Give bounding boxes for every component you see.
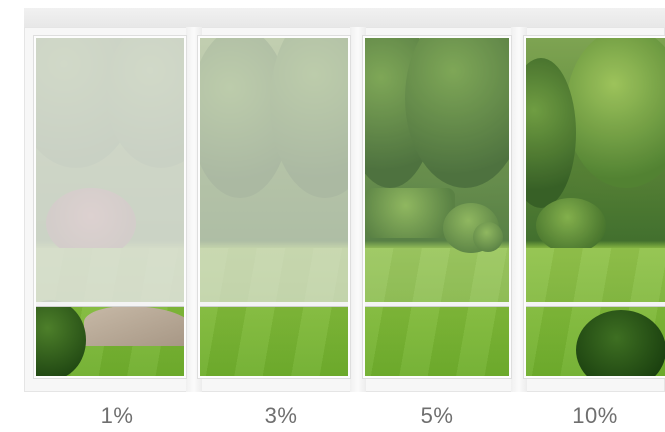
openness-label-4: 10% — [572, 403, 618, 428]
blind-bottom-rail — [365, 302, 509, 306]
tree — [566, 38, 665, 188]
hedge — [365, 188, 455, 238]
roller-blind-screen — [36, 38, 184, 304]
window-pane-3 — [365, 38, 509, 376]
openness-label-1: 1% — [100, 403, 134, 428]
lawn — [365, 248, 509, 376]
roller-blind-screen — [200, 38, 348, 304]
roller-blind-screen — [365, 38, 509, 304]
window-mullion — [350, 27, 366, 392]
openness-label-3: 5% — [420, 403, 454, 428]
window-mullion — [186, 27, 202, 392]
garden-path — [84, 306, 184, 346]
blind-bottom-rail — [526, 302, 665, 306]
blind-bottom-rail — [36, 302, 184, 306]
shrub — [576, 310, 665, 376]
window-pane-1 — [36, 38, 184, 376]
topiary-bush — [473, 222, 503, 252]
blind-bottom-rail — [200, 302, 348, 306]
wall-strip — [24, 8, 665, 28]
shrub — [536, 198, 606, 253]
window-mullion — [511, 27, 527, 392]
openness-label-2: 3% — [264, 403, 298, 428]
window-pane-2 — [200, 38, 348, 376]
roller-blind-screen — [526, 38, 665, 304]
window-pane-4 — [526, 38, 665, 376]
